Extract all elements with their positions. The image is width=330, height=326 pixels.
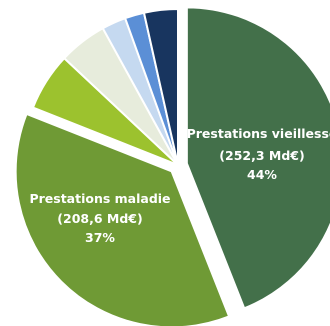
label-maladie-percent: 37% — [85, 230, 115, 245]
pie-slice-slice-7 — [142, 7, 179, 166]
label-vieillesse-name: Prestations vieillesse — [187, 126, 330, 141]
label-vieillesse-amount: (252,3 Md€) — [219, 148, 304, 163]
label-maladie-amount: (208,6 Md€) — [57, 211, 142, 226]
pie-slices — [14, 6, 330, 326]
label-vieillesse-percent: 44% — [247, 167, 277, 182]
label-maladie-name: Prestations maladie — [29, 191, 170, 206]
pie-slice-vieillesse — [185, 6, 330, 310]
pie-labels: Prestations vieillesse (252,3 Md€) 44% P… — [29, 126, 330, 245]
pie-slice-maladie — [14, 112, 231, 326]
